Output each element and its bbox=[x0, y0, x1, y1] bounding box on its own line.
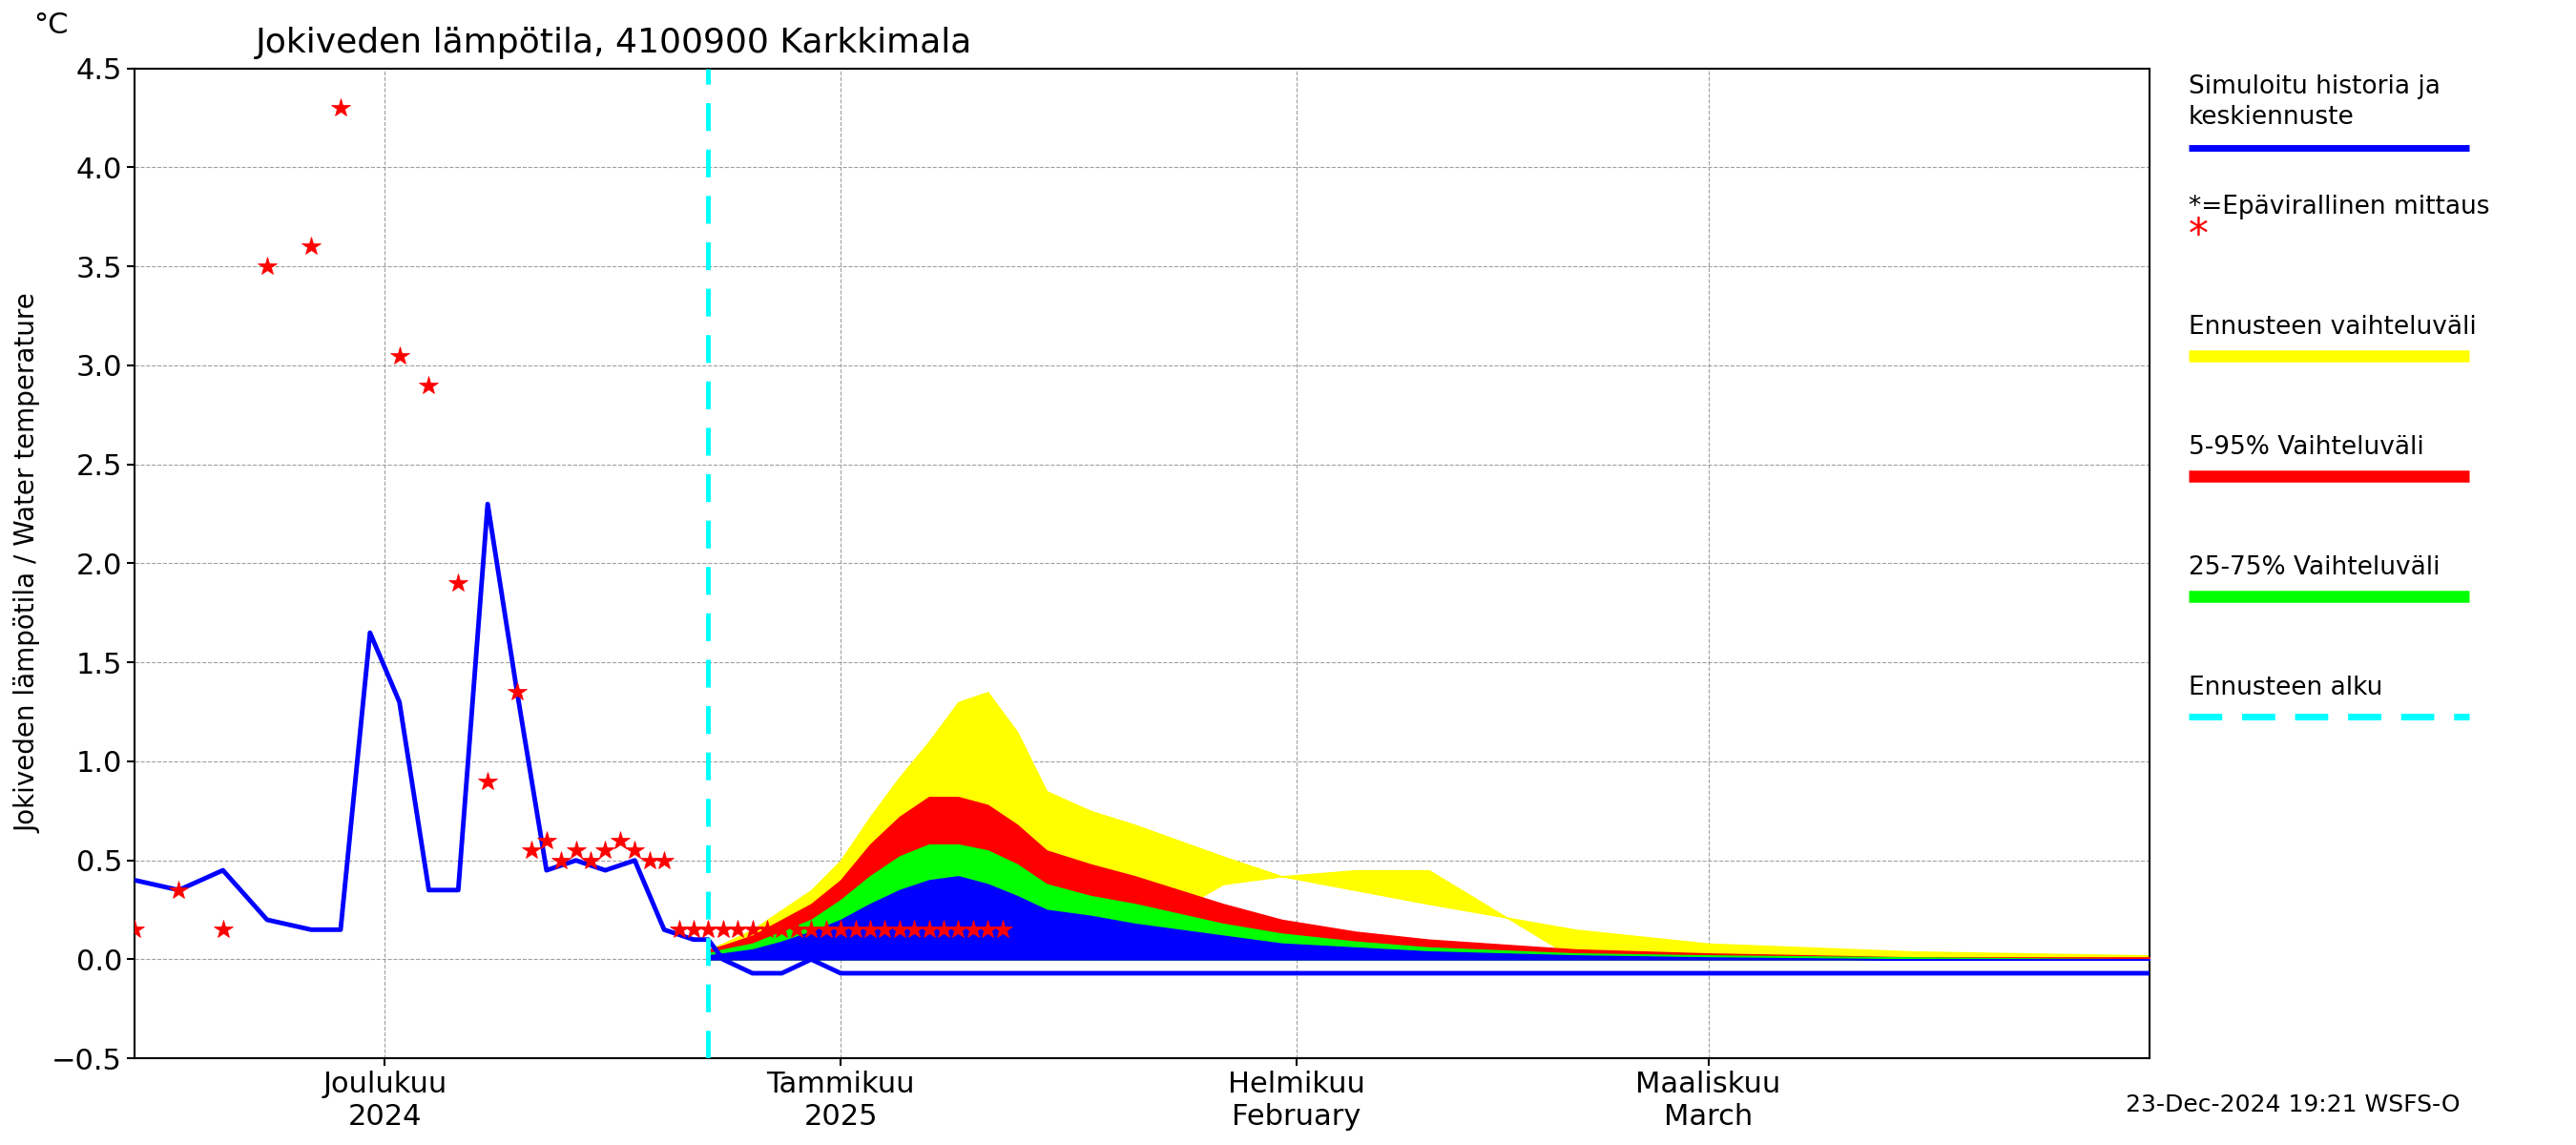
Text: Simuloitu historia ja
keskiennuste: Simuloitu historia ja keskiennuste bbox=[2187, 74, 2439, 129]
Text: 5-95% Vaihteluväli: 5-95% Vaihteluväli bbox=[2187, 435, 2424, 459]
Text: Jokiveden lämpötila, 4100900 Karkkimala: Jokiveden lämpötila, 4100900 Karkkimala bbox=[255, 26, 971, 60]
Text: *=Epävirallinen mittaus: *=Epävirallinen mittaus bbox=[2187, 195, 2488, 219]
Text: 25-75% Vaihteluväli: 25-75% Vaihteluväli bbox=[2187, 555, 2439, 579]
Text: Ennusteen vaihteluväli: Ennusteen vaihteluväli bbox=[2187, 315, 2476, 339]
Text: °C: °C bbox=[33, 11, 70, 39]
Text: *: * bbox=[2187, 215, 2208, 255]
Y-axis label: Jokiveden lämpötila / Water temperature: Jokiveden lämpötila / Water temperature bbox=[15, 293, 41, 834]
Text: Ennusteen alku: Ennusteen alku bbox=[2187, 676, 2383, 700]
Text: 23-Dec-2024 19:21 WSFS-O: 23-Dec-2024 19:21 WSFS-O bbox=[2125, 1093, 2460, 1116]
